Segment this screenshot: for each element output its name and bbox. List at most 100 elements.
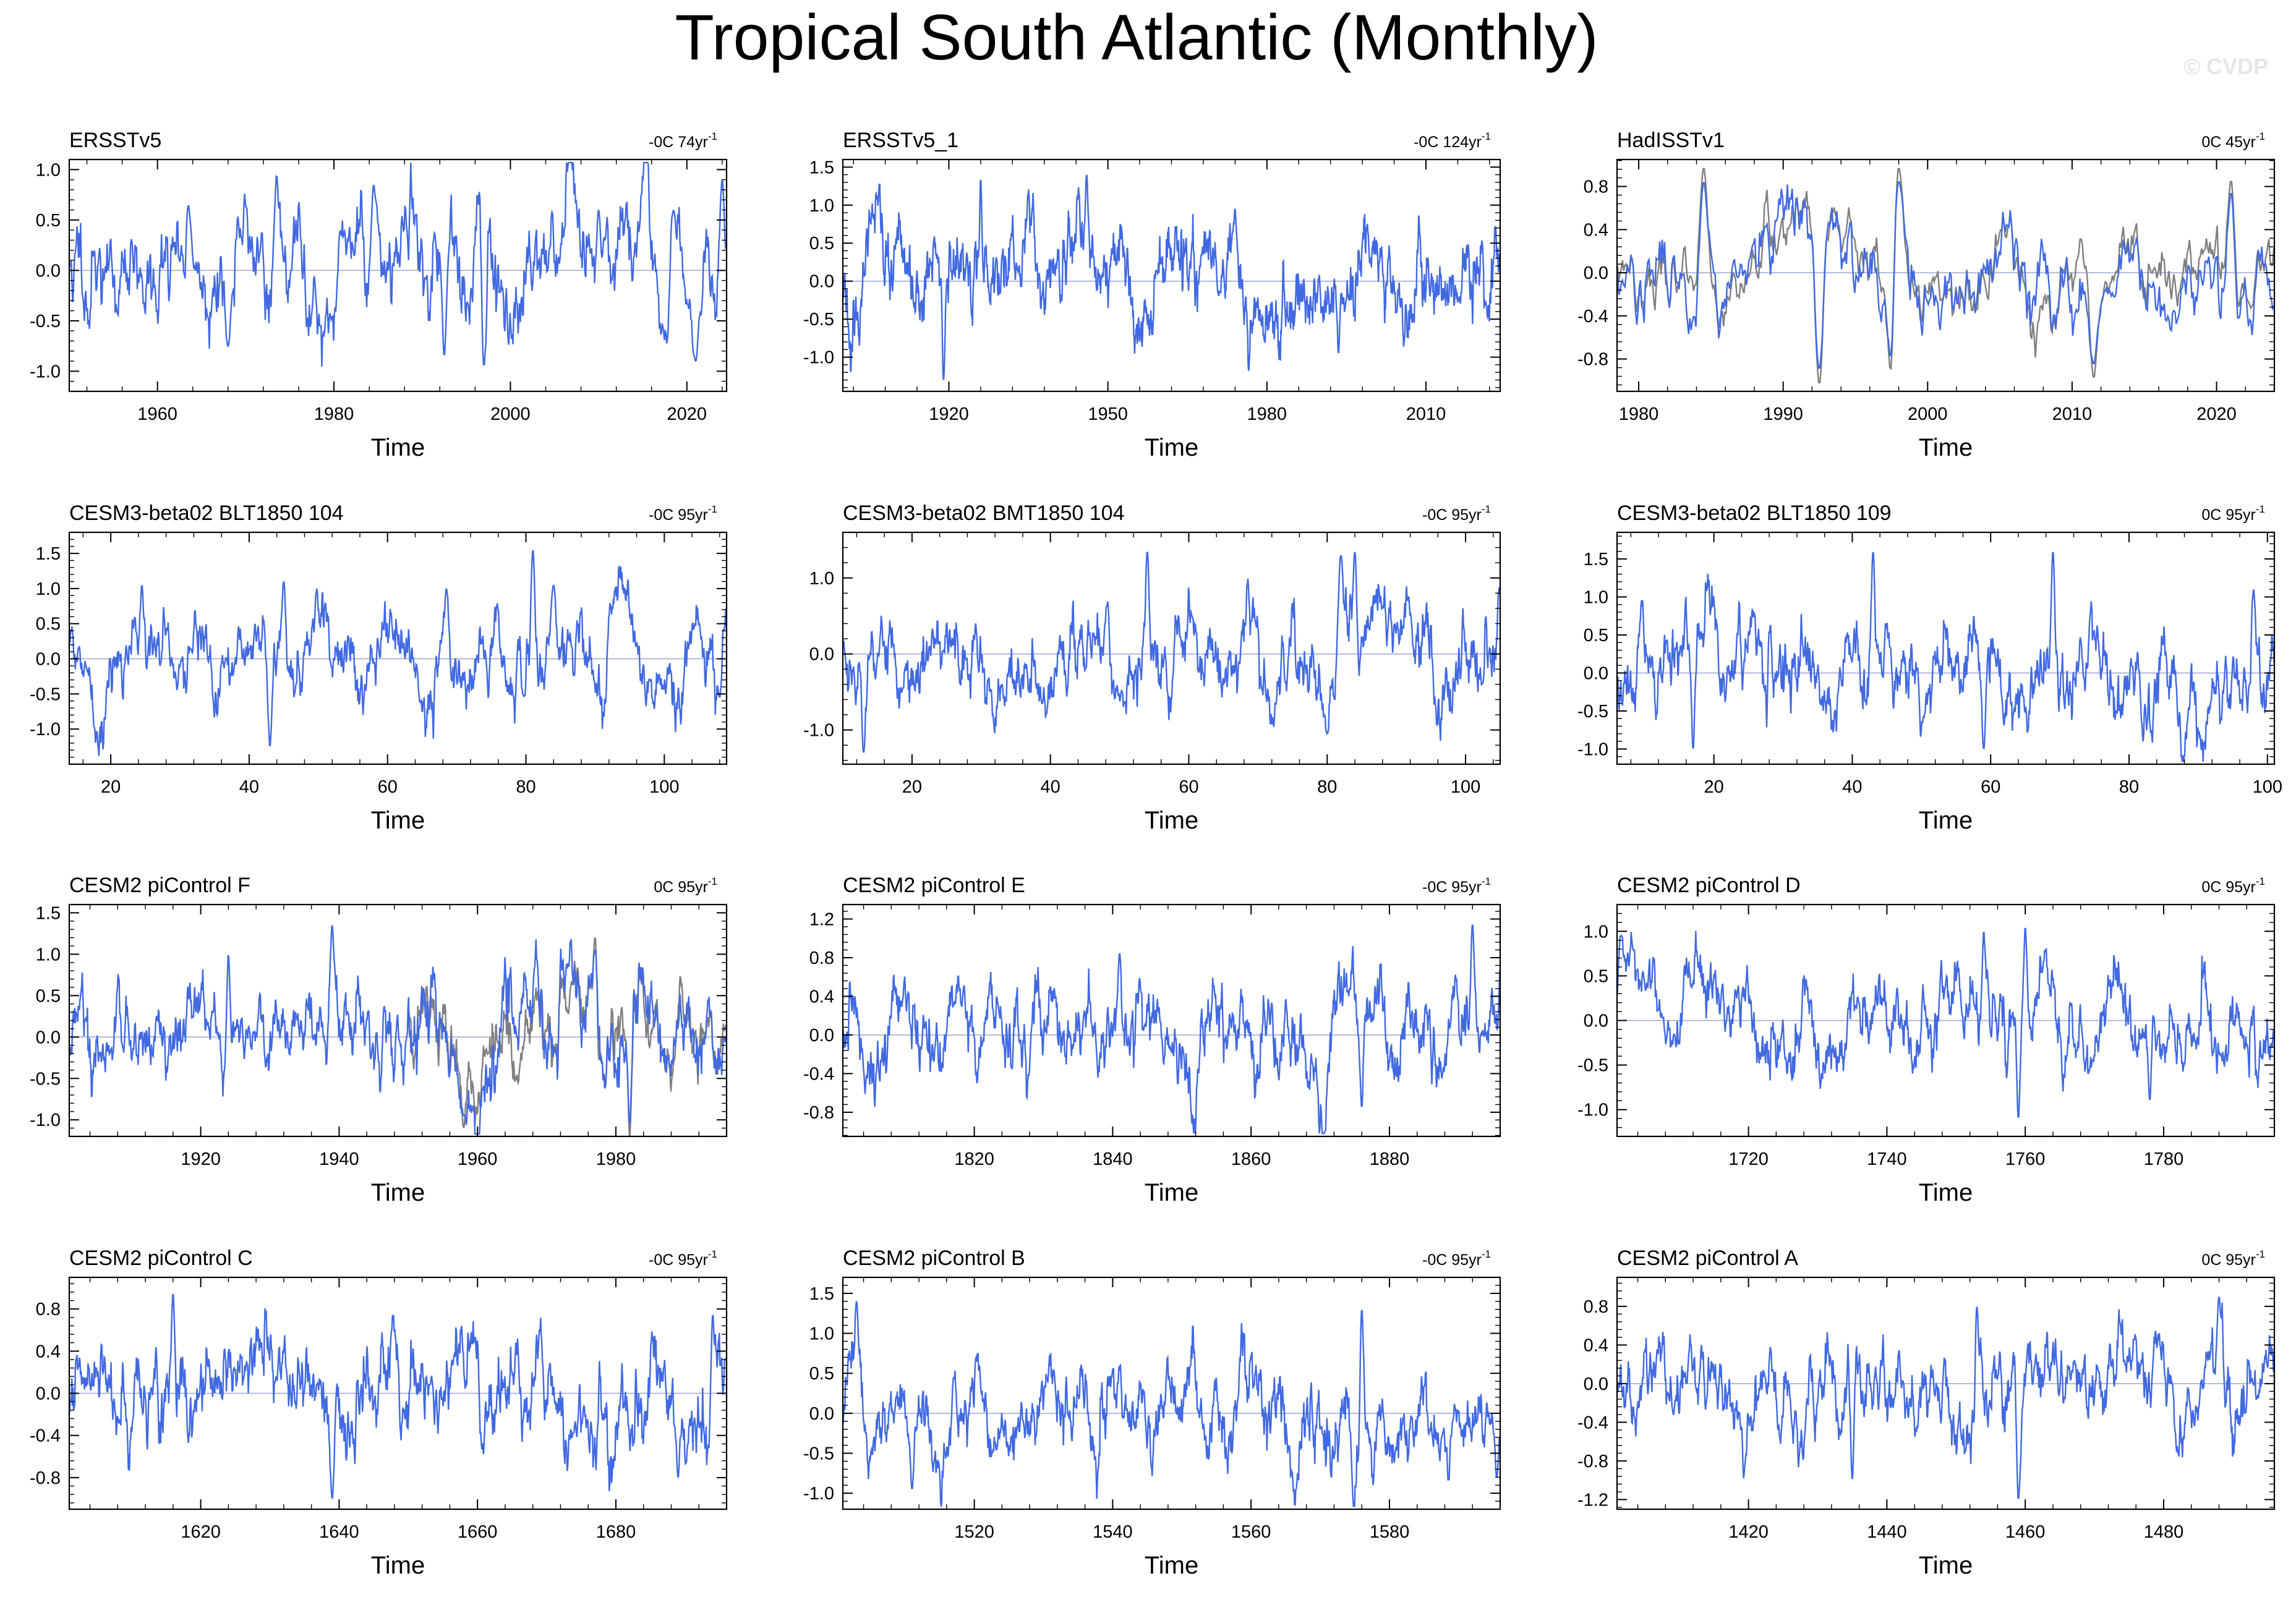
panel-7: CESM2 piControl F 0C 95yr-1 -1.0 -0.5 0.0 0.5… [30,874,728,1206]
x-axis-label: Time [1919,434,1973,461]
trend-superscript: -1 [2256,1248,2265,1260]
y-tick-label: 0.0 [36,261,61,281]
panel-4: CESM3-beta02 BLT1850 104 -0C 95yr-1 -1.0 -0… [30,501,728,834]
panel-title: CESM2 piControl C [69,1246,253,1270]
panel-11: CESM2 piControl B -0C 95yr-1 -1.0 -0.5 0.0 0.… [803,1246,1501,1579]
y-tick-label: -1.2 [1577,1490,1608,1510]
x-tick-label: 40 [1041,777,1061,797]
y-tick-label: -1.0 [30,1110,61,1130]
series-line [1617,181,2274,370]
panel-5: CESM3-beta02 BMT1850 104 -0C 95yr-1 -1.0 0.… [803,501,1501,834]
y-tick-label: 1.0 [36,160,61,180]
panel-title: HadISSTv1 [1617,129,1725,152]
trend-text: 0C 95yr [654,879,708,896]
plot-frame [842,531,1501,765]
x-tick-label: 40 [239,777,259,797]
x-axis-label: Time [1145,1179,1198,1206]
x-tick-label: 2000 [1908,404,1948,424]
series-line [843,174,1500,381]
x-tick-label: 1480 [2144,1522,2184,1542]
x-tick-label: 1820 [954,1149,994,1169]
trend-label: 0C 95yr-1 [2201,503,2265,524]
trend-superscript: -1 [708,130,717,142]
x-tick-label: 1990 [1763,404,1803,424]
series-line [843,1300,1500,1507]
x-tick-label: 1920 [929,404,969,424]
x-tick-label: 1620 [181,1522,221,1542]
plot-frame [842,903,1501,1138]
x-tick-label: 1640 [319,1522,359,1542]
panel-title: CESM2 piControl E [843,874,1025,897]
y-tick-label: 1.5 [1584,550,1608,569]
series-group [843,552,1500,753]
y-tick-label: 1.5 [36,903,61,923]
y-tick-label: 0.0 [36,1384,61,1404]
trend-label: -0C 74yr-1 [649,130,717,151]
series-group [1617,552,2274,762]
series-group [1617,168,2274,384]
y-tick-label: 0.4 [1584,220,1608,240]
x-tick-label: 2010 [1406,404,1446,424]
y-tick-label: 0.0 [809,1404,834,1424]
x-axis-label: Time [1919,1552,1973,1579]
x-axis-label: Time [371,1552,425,1579]
x-tick-label: 20 [1704,777,1724,797]
y-tick-label: -1.0 [803,1484,834,1504]
x-tick-label: 1660 [458,1522,498,1542]
series-line [843,924,1500,1135]
x-tick-label: 1920 [181,1149,221,1169]
y-tick-label: -0.5 [1577,702,1608,722]
trend-superscript: -1 [1482,875,1491,887]
y-tick-label: 0.0 [36,650,61,670]
x-tick-label: 1940 [319,1149,359,1169]
x-tick-label: 1960 [137,404,177,424]
y-tick-label: 0.0 [1584,663,1608,683]
x-tick-label: 1880 [1370,1149,1410,1169]
trend-label: 0C 95yr-1 [2201,875,2265,896]
y-tick-label: -1.0 [1577,739,1608,759]
y-tick-label: 1.0 [809,569,834,589]
y-tick-label: -1.0 [30,720,61,739]
trend-text: -0C 95yr [1422,506,1482,524]
x-axis-label: Time [1919,1179,1973,1206]
x-tick-label: 1950 [1088,404,1128,424]
trend-text: 0C 95yr [2201,506,2256,524]
y-tick-label: 1.0 [1584,588,1608,608]
trend-text: -0C 95yr [1422,1251,1482,1269]
panel-title: ERSSTv5 [69,129,161,152]
series-line [69,925,727,1135]
y-tick-label: 0.4 [1584,1335,1608,1355]
trend-label: -0C 95yr-1 [1422,875,1491,896]
x-axis-label: Time [371,807,425,834]
y-tick-label: 0.0 [1584,1012,1608,1031]
series-line [1617,552,2274,762]
plot-frame [842,1276,1501,1510]
x-tick-label: 1560 [1231,1522,1271,1542]
x-tick-label: 60 [1981,777,2000,797]
series-group [69,550,727,756]
x-tick-label: 2000 [490,404,531,424]
y-tick-label: 0.0 [1584,263,1608,283]
y-tick-label: -0.5 [30,1069,61,1089]
figure-title: Tropical South Atlantic (Monthly) [675,2,1598,74]
y-tick-label: 0.5 [809,234,834,253]
y-tick-label: -0.5 [1577,1056,1608,1076]
series-group [1617,927,2274,1118]
x-tick-label: 1580 [1370,1522,1410,1542]
y-tick-label: 0.8 [36,1300,61,1319]
trend-text: -0C 95yr [649,506,708,524]
panel-title: ERSSTv5_1 [843,129,958,152]
plot-frame [1616,1276,2276,1510]
panel-9: CESM2 piControl D 0C 95yr-1 -1.0 -0.5 0.0 0.5… [1577,874,2276,1206]
y-tick-label: 1.0 [809,196,834,216]
x-tick-label: 100 [649,777,679,797]
x-tick-label: 80 [1317,777,1337,797]
y-tick-label: 1.5 [809,158,834,177]
panel-title: CESM2 piControl F [69,874,250,897]
trend-label: 0C 95yr-1 [654,875,717,896]
overlay-series-line [1617,168,2274,384]
x-tick-label: 60 [1179,777,1198,797]
cvdp-watermark: © CVDP [2183,54,2268,79]
trend-text: 0C 95yr [2201,879,2256,896]
trend-label: 0C 45yr-1 [2201,130,2265,151]
